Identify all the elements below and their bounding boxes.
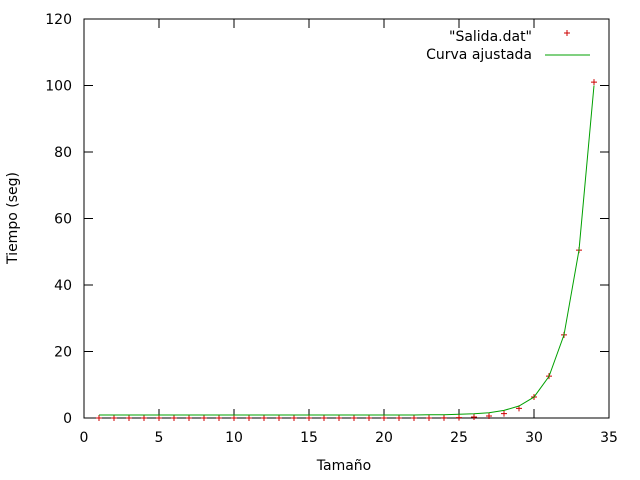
- data-point: [381, 415, 387, 421]
- x-axis-label: Tamaño: [316, 458, 371, 474]
- data-point: [126, 415, 132, 421]
- data-point: [321, 415, 327, 421]
- data-point: [501, 410, 507, 417]
- data-point: [246, 415, 252, 421]
- x-tick-label: 25: [450, 430, 468, 446]
- y-axis-label: Tiempo (seg): [5, 172, 21, 265]
- data-point: [471, 414, 477, 421]
- y-tick-label: 120: [45, 12, 72, 28]
- data-point: [486, 413, 492, 420]
- data-point: [396, 415, 402, 421]
- data-point: [111, 415, 117, 421]
- data-point: [156, 415, 162, 421]
- data-point: [411, 415, 417, 421]
- x-tick-label: 30: [525, 430, 543, 446]
- x-tick-label: 20: [375, 430, 393, 446]
- data-point: [456, 414, 462, 421]
- y-tick-label: 80: [54, 145, 72, 161]
- data-point: [441, 414, 447, 421]
- plot-border: [83, 18, 610, 419]
- x-tick-label: 5: [155, 430, 164, 446]
- data-point: [366, 415, 372, 421]
- y-tick-label: 100: [45, 79, 72, 95]
- data-point: [426, 415, 432, 421]
- data-point: [186, 415, 192, 421]
- x-tick-label: 35: [600, 430, 618, 446]
- x-axis-ticks: 0 5 10 15 20 25 30 35: [80, 19, 618, 446]
- data-point: [261, 415, 267, 421]
- series-layer: [96, 79, 597, 421]
- y-tick-label: 40: [54, 278, 72, 294]
- data-point: [336, 415, 342, 421]
- legend-label-0: "Salida.dat": [449, 29, 532, 45]
- plot-frame: [83, 18, 610, 419]
- x-tick-label: 15: [300, 430, 318, 446]
- legend-marker-sample: [564, 30, 570, 36]
- fit-curve-line: [99, 85, 595, 416]
- y-tick-label: 20: [54, 345, 72, 361]
- series-1: [99, 85, 595, 416]
- data-point: [291, 415, 297, 421]
- data-point: [141, 415, 147, 421]
- legend-label-1: Curva ajustada: [426, 47, 532, 63]
- data-point: [231, 415, 237, 421]
- data-point: [216, 415, 222, 421]
- data-point: [276, 415, 282, 421]
- y-tick-label: 60: [54, 212, 72, 228]
- data-point: [591, 79, 597, 86]
- y-axis-ticks: 0 20 40 60 80 100 120: [45, 12, 609, 427]
- legend: "Salida.dat" Curva ajustada: [426, 29, 590, 63]
- series-0: [96, 79, 597, 421]
- x-tick-label: 0: [80, 430, 89, 446]
- data-point: [201, 415, 207, 421]
- data-point: [306, 415, 312, 421]
- data-point: [351, 415, 357, 421]
- data-point: [171, 415, 177, 421]
- x-tick-label: 10: [225, 430, 243, 446]
- data-point: [96, 415, 102, 421]
- y-tick-label: 0: [63, 411, 72, 427]
